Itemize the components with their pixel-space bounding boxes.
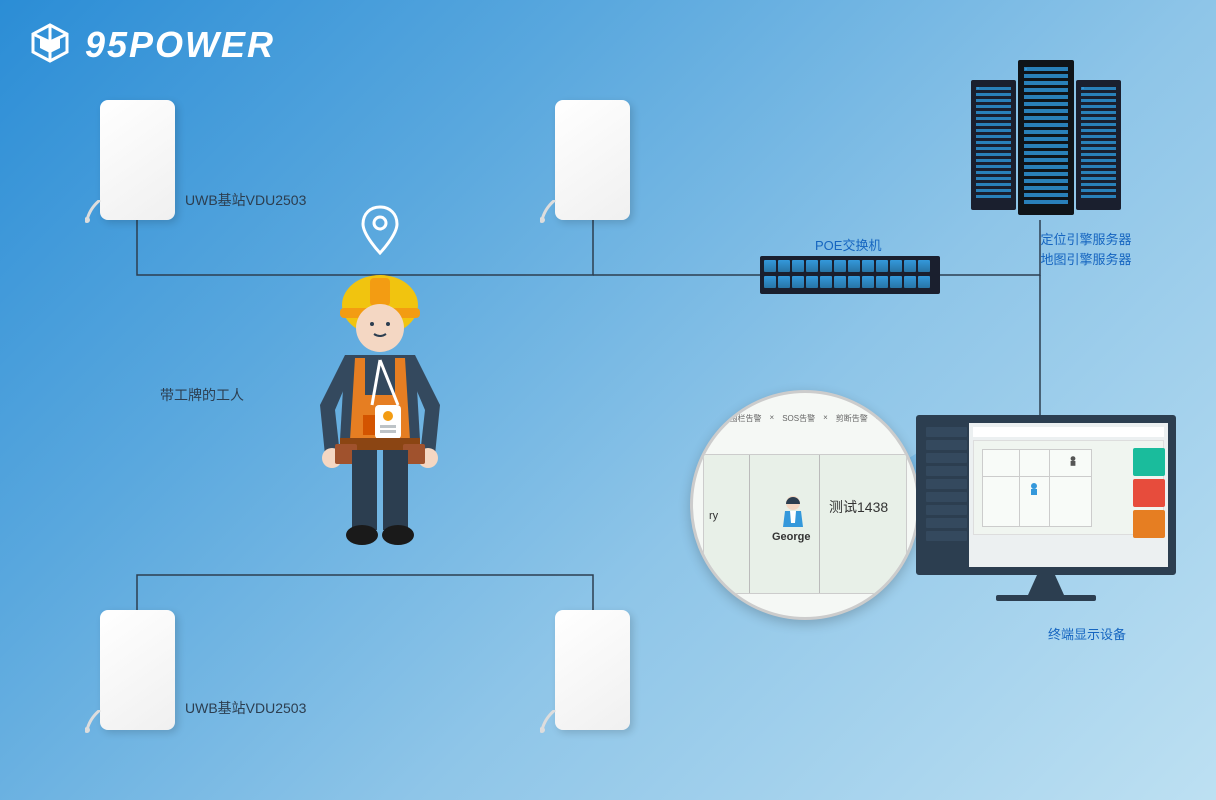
dashboard-sidebar: [924, 423, 969, 567]
person-name: George: [772, 531, 811, 543]
uwb-station-top-left: [100, 100, 175, 220]
tile-green: [1133, 448, 1165, 476]
brand-logo: 95POWER: [25, 20, 275, 70]
terminal-label: 终端显示设备: [1048, 625, 1126, 645]
person-icon: [779, 495, 807, 527]
logo-cube-icon: [25, 20, 75, 70]
uwb-station-bottom-right: [555, 610, 630, 730]
server-rack: [956, 55, 1136, 220]
tile-red: [1133, 479, 1165, 507]
station-label-bottom: UWB基站VDU2503: [185, 698, 306, 718]
tile-orange: [1133, 510, 1165, 538]
station-label-top: UWB基站VDU2503: [185, 190, 306, 210]
tag-name: 测试1438: [829, 497, 888, 517]
alert-tabs: 围栏告警× SOS告警× 剪断告警×: [703, 413, 907, 424]
poe-switch: [760, 256, 940, 294]
magnifier-view: 围栏告警× SOS告警× 剪断告警× ry George 测试1438: [690, 390, 920, 620]
poe-label: POE交换机: [815, 236, 881, 256]
location-pin-icon: [360, 205, 400, 255]
worker-label: 带工牌的工人: [160, 385, 244, 405]
server-label: 定位引擎服务器地图引擎服务器: [1031, 230, 1141, 269]
dashboard-tiles: [1133, 448, 1165, 538]
uwb-station-bottom-left: [100, 610, 175, 730]
terminal-monitor: [916, 415, 1176, 610]
uwb-station-top-right: [555, 100, 630, 220]
worker-figure: [280, 260, 480, 560]
logo-text: 95POWER: [85, 24, 275, 66]
